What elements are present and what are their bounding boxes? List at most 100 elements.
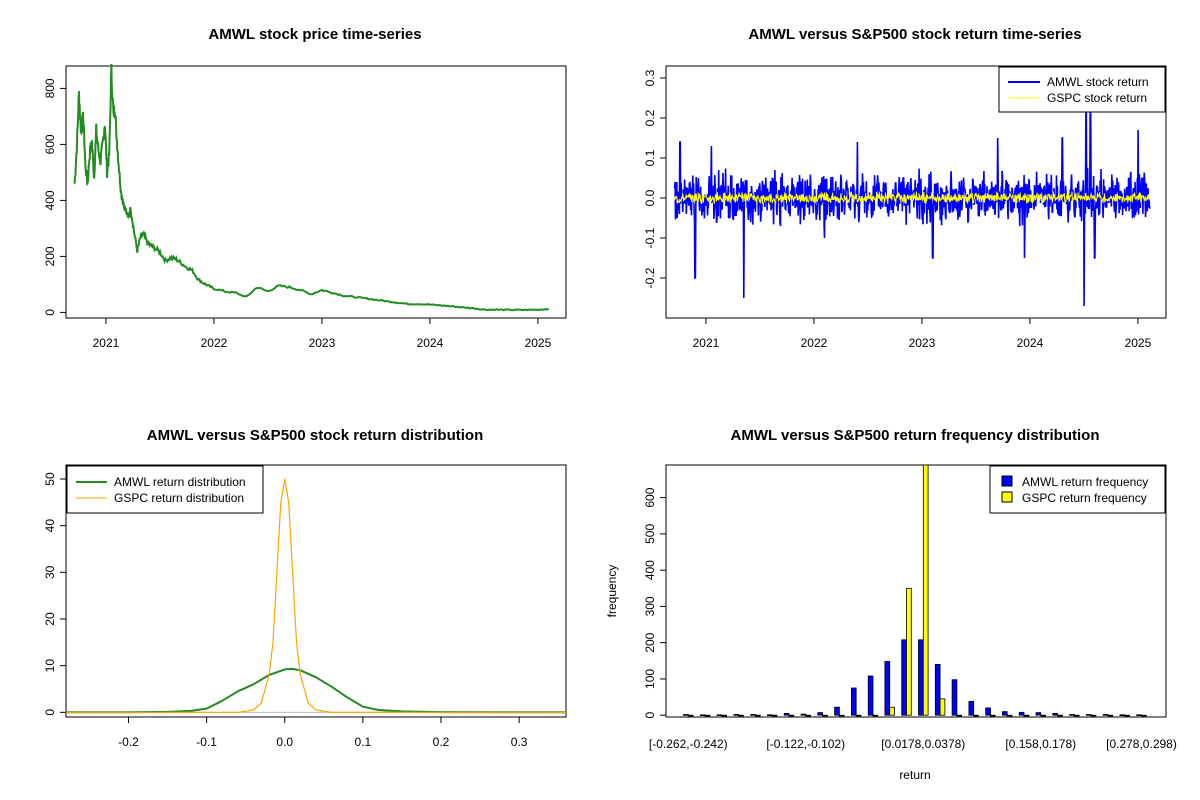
y-tick-label: 0.0 [643, 189, 657, 206]
legend-frequency: AMWL return frequency GSPC return freque… [989, 465, 1166, 514]
amwl-freq-bar [783, 713, 790, 716]
legend-returns: AMWL stock return GSPC stock return [998, 66, 1166, 113]
x-tick-label: [0.278,0.298) [1106, 737, 1177, 751]
amwl-freq-bar [750, 714, 756, 716]
x-tick-label: [-0.122,-0.102) [766, 737, 845, 751]
gspc-freq-bar [838, 714, 845, 717]
y-tick-label: 0 [43, 709, 57, 716]
panel-price: AMWL stock price time-series 2021 2022 202… [43, 26, 567, 350]
gspc-freq-bar [822, 714, 828, 717]
gspc-freq-bar [687, 714, 694, 717]
amwl-freq-bar [968, 701, 975, 716]
y-tick-label: 0 [643, 712, 657, 719]
series-price [73, 63, 549, 312]
panel-density: AMWL versus S&P500 stock return distribu… [43, 427, 567, 749]
x-axis-label-frequency: return [899, 768, 930, 782]
x-tick-label: 2022 [201, 336, 228, 350]
x-axis-returns: 2021 2022 2023 2024 2025 [693, 317, 1152, 350]
y-tick-label: 300 [643, 596, 657, 616]
amwl-freq-bar [1086, 714, 1092, 716]
y-tick-label: 800 [43, 78, 57, 98]
x-tick-label: [0.158,0.178) [1005, 737, 1076, 751]
gspc-freq-bar [939, 698, 946, 716]
x-tick-label: 2025 [1125, 336, 1152, 350]
y-tick-label: 600 [43, 134, 57, 154]
amwl-freq-bar [1069, 714, 1075, 716]
legend-label-gspc-return: GSPC stock return [1047, 91, 1147, 105]
legend-box-returns [998, 66, 1166, 113]
gspc-freq-bar [721, 714, 727, 717]
gspc-freq-bar [805, 714, 811, 717]
amwl-freq-bar [834, 706, 840, 716]
legend-box-frequency [989, 465, 1166, 514]
y-tick-label: -0.2 [643, 267, 657, 288]
amwl-freq-bar [851, 687, 857, 716]
legend-swatch-amwl-freq [1001, 475, 1013, 487]
amwl-freq-bar [867, 675, 874, 716]
amwl-density-line [66, 667, 567, 714]
gspc-return-line [674, 191, 1151, 205]
amwl-freq-bar [884, 661, 891, 716]
x-tick-label: 2024 [1017, 336, 1044, 350]
legend-label-amwl-freq: AMWL return frequency [1022, 475, 1148, 489]
amwl-freq-bar [683, 714, 689, 716]
x-tick-label: [0.0178,0.0378) [881, 737, 965, 751]
gspc-freq-bar [973, 714, 979, 717]
gspc-freq-bar [1090, 714, 1097, 717]
y-tick-label: 0.2 [643, 109, 657, 126]
gspc-freq-bar [1107, 714, 1114, 717]
legend-box-density [66, 465, 264, 514]
amwl-freq-bar [767, 714, 773, 716]
amwl-return-line [673, 97, 1151, 307]
legend-label-gspc-freq: GSPC return frequency [1022, 491, 1147, 505]
title-price: AMWL stock price time-series [208, 26, 421, 43]
y-tick-label: 20 [43, 612, 57, 626]
legend-density: AMWL return distribution GSPC return dis… [66, 465, 264, 514]
x-tick-label: 2022 [801, 336, 828, 350]
x-tick-label: 0.1 [355, 735, 372, 749]
gspc-freq-bar [872, 714, 879, 717]
x-axis-price: 2021 2022 2023 2024 2025 [93, 317, 552, 350]
y-tick-label: 500 [643, 524, 657, 544]
gspc-freq-bar [755, 714, 761, 717]
x-axis-density: -0.2 -0.1 0.0 0.1 0.2 0.3 [118, 716, 528, 749]
gspc-freq-bar [1006, 714, 1013, 717]
amwl-freq-bar [985, 707, 991, 716]
x-tick-label: 2023 [309, 336, 336, 350]
amwl-freq-bar [1035, 712, 1042, 716]
x-tick-label: 0.2 [433, 735, 450, 749]
series-returns [673, 97, 1151, 307]
gspc-freq-bar [1124, 714, 1130, 717]
gspc-freq-bar [738, 714, 744, 717]
y-axis-label-frequency: frequency [605, 565, 619, 618]
x-tick-label: 0.0 [276, 735, 293, 749]
y-tick-label: 100 [643, 669, 657, 689]
gspc-freq-bar [855, 714, 862, 717]
gspc-density-line [66, 478, 566, 713]
y-axis-density: 0 10 20 30 40 50 [43, 472, 67, 716]
amwl-freq-bar [800, 713, 807, 716]
title-returns: AMWL versus S&P500 stock return time-ser… [748, 26, 1081, 43]
amwl-freq-bar [1002, 711, 1008, 716]
amwl-freq-bar [699, 714, 706, 716]
y-tick-label: 0.3 [643, 69, 657, 86]
x-tick-label: 2023 [909, 336, 936, 350]
title-density: AMWL versus S&P500 stock return distribu… [147, 427, 483, 444]
legend-label-amwl-return: AMWL stock return [1047, 75, 1149, 89]
x-axis-frequency: [-0.262,-0.242) [-0.122,-0.102) [0.0178,0.… [649, 737, 1177, 751]
gspc-freq-bar [956, 714, 962, 717]
gspc-freq-bar [704, 714, 711, 717]
gspc-freq-bar [906, 587, 912, 716]
y-tick-label: 0.1 [643, 149, 657, 166]
y-tick-label: 30 [43, 565, 57, 579]
panel-returns: AMWL versus S&P500 stock return time-ser… [643, 26, 1167, 350]
amwl-freq-bar [901, 639, 907, 716]
amwl-freq-bar [716, 714, 723, 716]
y-axis-returns: -0.2 -0.1 0.0 0.1 0.2 0.3 [643, 69, 667, 288]
x-tick-label: -0.2 [118, 735, 139, 749]
amwl-freq-bar [733, 714, 740, 716]
amwl-freq-bar [1119, 714, 1126, 716]
legend-label-amwl-dist: AMWL return distribution [114, 475, 246, 489]
y-tick-label: 0 [43, 309, 57, 316]
